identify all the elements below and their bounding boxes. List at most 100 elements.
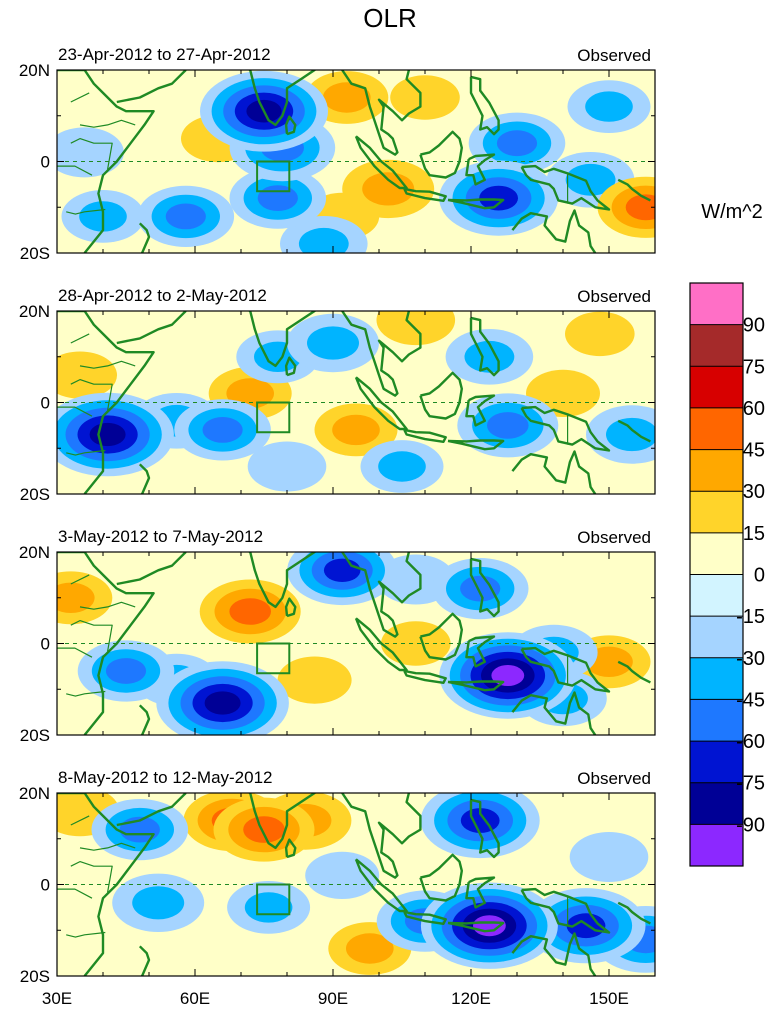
coastline xyxy=(341,70,422,156)
colorbar-label: 15 xyxy=(743,523,765,545)
country-border xyxy=(70,861,113,893)
anomaly-contour xyxy=(105,658,147,684)
coastline xyxy=(341,793,422,879)
coastlines xyxy=(57,47,651,253)
coastline xyxy=(247,552,317,609)
coastlines xyxy=(57,529,651,735)
anomaly-contour xyxy=(332,414,380,446)
country-border xyxy=(79,601,136,610)
country-border xyxy=(70,379,113,411)
coastline xyxy=(403,669,447,684)
anomaly-field xyxy=(57,70,655,253)
anomaly-contour xyxy=(464,340,515,373)
coastline xyxy=(116,793,187,827)
coastline xyxy=(138,463,151,494)
country-border xyxy=(70,333,90,344)
coastline xyxy=(284,356,297,377)
y-tick-label: 20N xyxy=(19,543,50,562)
x-tick-label: 30E xyxy=(42,989,72,1008)
coastline xyxy=(354,376,408,431)
coastline xyxy=(473,770,478,784)
coastline xyxy=(465,153,496,186)
anomaly-contour xyxy=(491,665,525,686)
anomaly-contour xyxy=(565,163,616,196)
y-tick-label: 20N xyxy=(19,302,50,321)
panel-date-label: 3-May-2012 to 7-May-2012 xyxy=(58,527,263,546)
colorbar-swatch xyxy=(690,782,743,825)
anomaly-contour xyxy=(57,351,117,399)
colorbar-swatch xyxy=(690,532,743,575)
region-box xyxy=(256,883,291,916)
coastline xyxy=(473,529,478,543)
anomaly-contour xyxy=(625,194,655,221)
coastline xyxy=(617,660,651,684)
map-panel: 20N 0 20S 3-May-2012 to 7-May-2012 Observed xyxy=(19,527,656,745)
anomaly-contour xyxy=(460,575,501,602)
y-tick-label: 0 xyxy=(41,635,50,654)
country-border xyxy=(79,360,136,369)
coastline xyxy=(284,115,297,136)
map-panel: 20N 0 20S 28-Apr-2012 to 2-May-2012 Observed xyxy=(19,286,656,504)
colorbar-swatch xyxy=(690,491,743,534)
coastline xyxy=(57,311,155,494)
coastline xyxy=(403,428,447,443)
anomaly-contour xyxy=(496,130,538,157)
coastline xyxy=(403,187,447,202)
coastline xyxy=(247,793,317,850)
coastline xyxy=(511,932,597,976)
anomaly-contour xyxy=(89,422,126,447)
anomaly-contour xyxy=(57,582,95,613)
country-border xyxy=(70,92,90,103)
coastline xyxy=(419,371,463,420)
anomaly-contour xyxy=(57,127,124,178)
anomaly-contour xyxy=(257,185,298,212)
coastline xyxy=(473,47,478,61)
panel-tag-label: Observed xyxy=(577,769,651,788)
panels-group: 20N 0 20S 23-Apr-2012 to 27-Apr-2012 Observe… xyxy=(19,45,656,1008)
anomaly-contour xyxy=(247,441,327,492)
coastline xyxy=(469,316,500,377)
anomaly-contour xyxy=(565,311,635,357)
y-tick-label: 0 xyxy=(41,394,50,413)
coastlines xyxy=(57,311,651,494)
country-border xyxy=(70,574,90,585)
colorbar-label: 30 xyxy=(743,481,765,503)
y-tick-label: 20N xyxy=(19,784,50,803)
colorbar-swatch xyxy=(690,616,743,659)
y-tick-label: 20S xyxy=(20,485,50,504)
coastline xyxy=(469,75,500,136)
anomaly-contour xyxy=(298,227,349,253)
coastline xyxy=(419,130,463,179)
panel-tag-label: Observed xyxy=(577,287,651,306)
axis-ticks xyxy=(56,310,656,495)
coastline xyxy=(469,798,500,859)
coastline xyxy=(511,691,597,735)
country-border xyxy=(70,620,113,652)
axis-ticks xyxy=(56,792,656,977)
colorbar-label: -75 xyxy=(736,773,765,795)
coastline xyxy=(617,901,651,925)
coastline xyxy=(447,439,505,451)
coastline xyxy=(138,222,151,253)
coastline xyxy=(116,311,187,345)
coastline xyxy=(354,858,408,913)
coastline xyxy=(419,612,463,661)
anomaly-contour xyxy=(376,311,456,346)
coastline xyxy=(511,209,597,253)
country-border xyxy=(66,449,106,456)
coastline xyxy=(520,164,611,211)
coastline xyxy=(354,617,408,672)
anomaly-contour xyxy=(569,832,649,882)
coastline xyxy=(520,887,611,934)
y-tick-label: 20S xyxy=(20,967,50,986)
coastline xyxy=(469,557,500,618)
coastline xyxy=(138,945,151,976)
anomaly-contour xyxy=(585,91,633,122)
colorbar-label: -45 xyxy=(736,689,765,711)
colorbar-swatch xyxy=(690,657,743,700)
country-border xyxy=(66,931,106,938)
region-box xyxy=(256,642,291,675)
y-tick-label: 0 xyxy=(41,153,50,172)
panel-date-label: 28-Apr-2012 to 2-May-2012 xyxy=(58,286,267,305)
colorbar-label: 75 xyxy=(743,356,765,378)
